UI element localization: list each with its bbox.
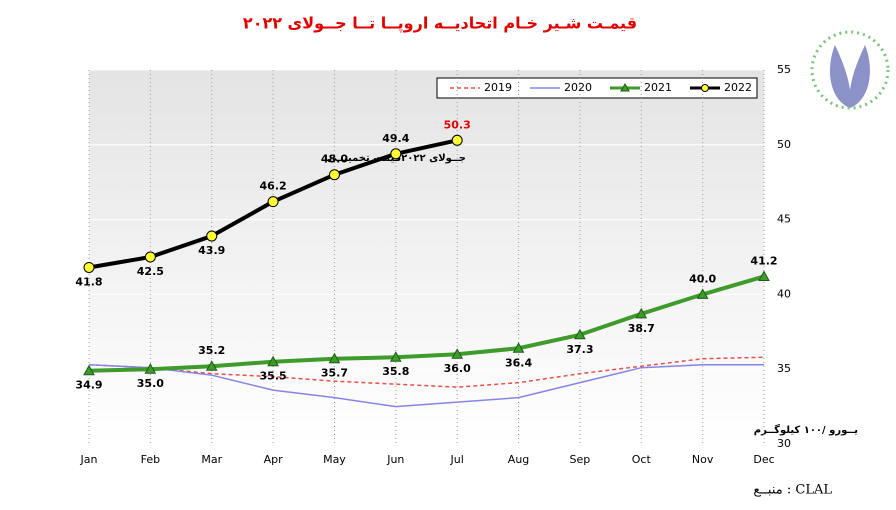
point (635, 307, 648, 319)
x-tick-label: Mar (201, 453, 222, 466)
data-label: 43.9 (198, 244, 225, 257)
data-label: 50.3 (444, 118, 471, 131)
x-tick-label: Apr (264, 453, 284, 466)
point (328, 169, 340, 181)
point (696, 288, 709, 299)
point (389, 351, 402, 362)
legend-label: 2019 (484, 81, 512, 94)
point (574, 328, 586, 340)
x-tick-label: Jun (386, 453, 404, 466)
x-tick-label: Dec (753, 453, 774, 466)
y-tick-label: 40 (777, 287, 791, 300)
point (206, 230, 218, 242)
point (390, 148, 402, 160)
x-tick-label: Feb (141, 453, 160, 466)
point (267, 196, 279, 208)
data-label: 36.0 (444, 362, 471, 375)
source: منبــع : CLAL (753, 483, 832, 498)
y-tick-label: 35 (777, 362, 791, 375)
point (83, 364, 95, 376)
y-axis-label: یــورو /۱۰۰ کیلوگــرم (754, 423, 858, 436)
data-label: 38.7 (628, 322, 655, 335)
data-label: 36.4 (505, 356, 532, 369)
point (144, 251, 156, 263)
x-tick-label: May (323, 453, 346, 466)
legend-marker (701, 84, 709, 92)
point (328, 352, 341, 364)
data-label: 35.5 (260, 370, 287, 383)
y-tick-label: 45 (777, 213, 791, 226)
data-label: 41.2 (750, 254, 777, 267)
point (144, 363, 157, 374)
data-label: 37.3 (566, 343, 593, 356)
point (267, 355, 279, 367)
plot-area (89, 70, 764, 444)
data-label: 34.9 (75, 379, 102, 392)
data-label: 42.5 (137, 265, 164, 278)
series-line (88, 356, 765, 388)
x-tick-label: Sep (570, 453, 591, 466)
data-label: 41.8 (75, 275, 102, 288)
series-line (88, 363, 764, 408)
x-tick-label: Jul (450, 453, 464, 466)
x-tick-label: Oct (632, 453, 652, 466)
data-label: 46.2 (260, 180, 287, 193)
logo (810, 30, 890, 110)
x-tick-label: Jan (80, 453, 98, 466)
legend-label: 2020 (564, 81, 592, 94)
point (451, 134, 463, 146)
point (205, 360, 218, 371)
x-tick-label: Aug (508, 453, 529, 466)
data-label: 35.8 (382, 365, 409, 378)
data-label: 35.0 (137, 377, 164, 390)
legend-label: 2021 (644, 81, 672, 94)
y-tick-label: 30 (777, 437, 791, 450)
point (758, 270, 770, 281)
series-line (88, 274, 765, 373)
data-label: 49.4 (382, 132, 409, 145)
data-label: 35.7 (321, 367, 348, 380)
point (83, 261, 95, 273)
point (451, 348, 464, 359)
chart-title: قیمـت شـیر خـام اتحادیــه اروپــا تــا ج… (243, 14, 637, 34)
legend (436, 77, 758, 99)
legend-label: 2022 (724, 81, 752, 94)
data-label: 48.0 (321, 153, 348, 166)
point (512, 342, 525, 353)
y-tick-label: 50 (777, 138, 791, 151)
y-tick-label: 55 (777, 63, 791, 76)
data-label: 35.2 (198, 344, 225, 357)
data-label: 40.0 (689, 272, 716, 285)
legend-marker (620, 82, 630, 92)
x-tick-label: Nov (692, 453, 714, 466)
